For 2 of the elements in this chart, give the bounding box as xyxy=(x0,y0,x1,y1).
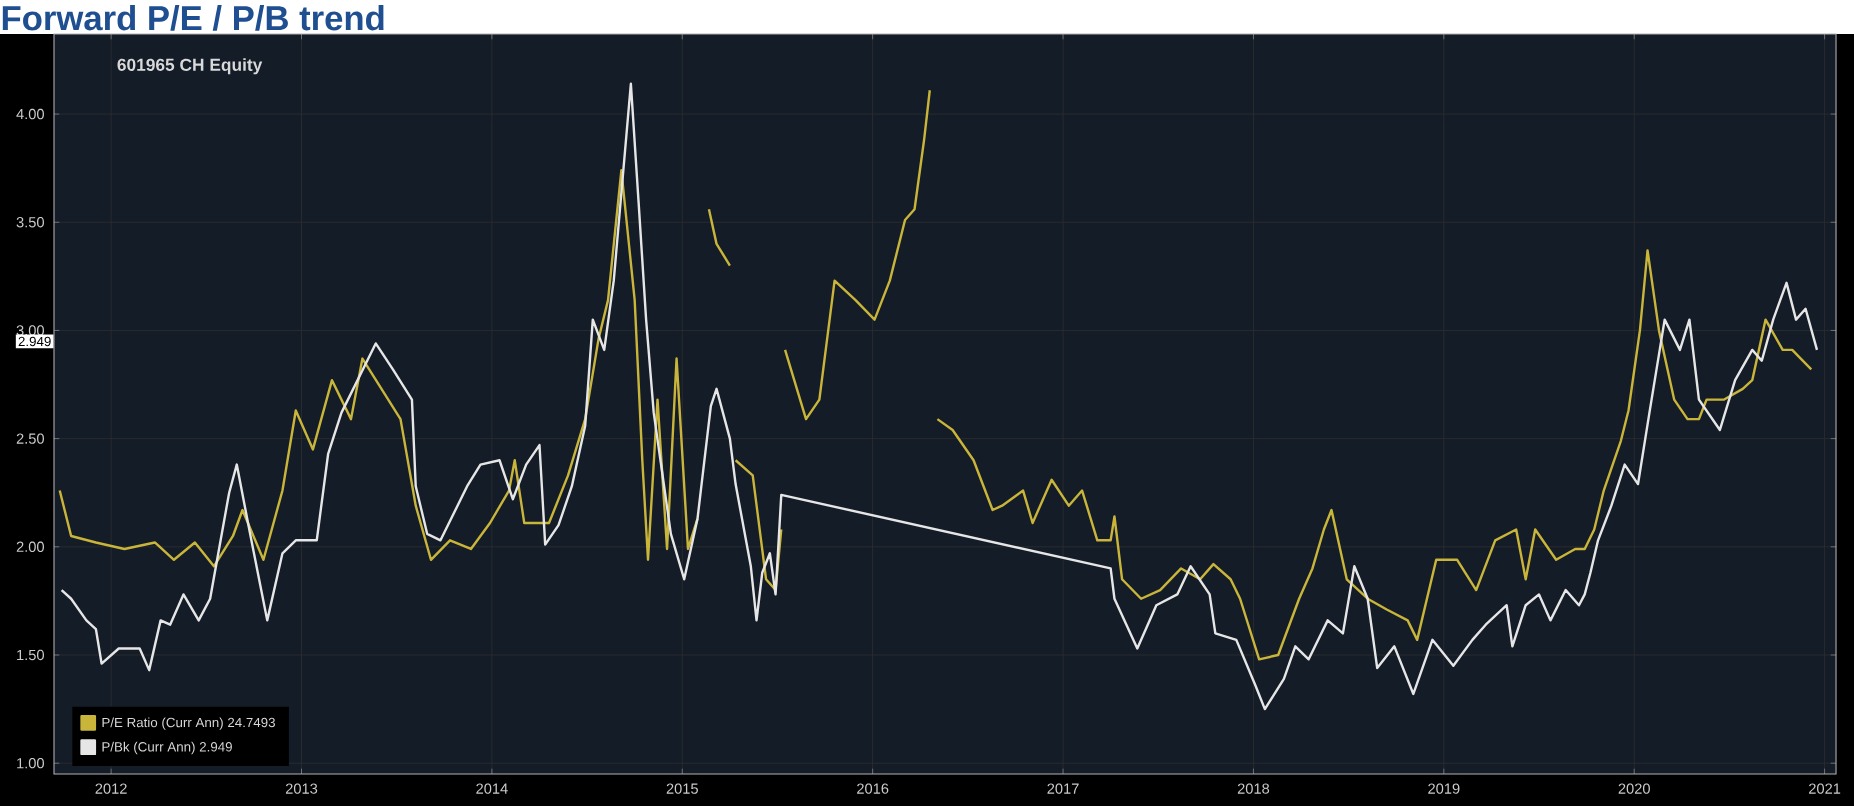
chart-title: Forward P/E / P/B trend xyxy=(2,4,384,31)
text: 601965 CH Equity xyxy=(117,58,263,75)
